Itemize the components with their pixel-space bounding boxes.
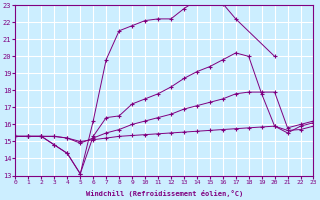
X-axis label: Windchill (Refroidissement éolien,°C): Windchill (Refroidissement éolien,°C)	[86, 190, 243, 197]
